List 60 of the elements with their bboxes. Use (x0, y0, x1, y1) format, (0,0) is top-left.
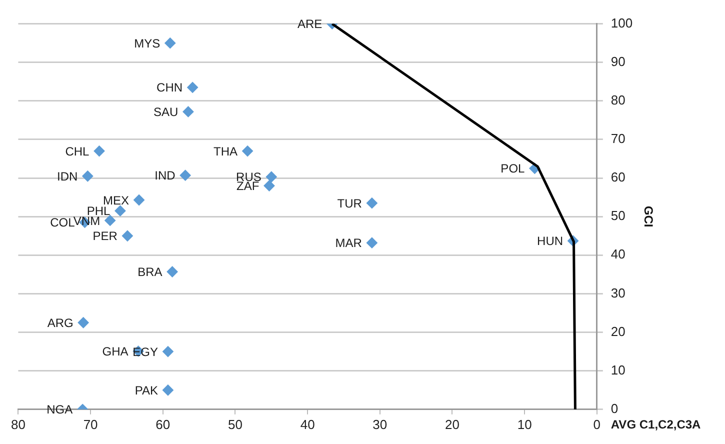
x-tick-label: 40 (300, 416, 315, 432)
annotation: IDN (57, 169, 78, 184)
point (104, 214, 116, 226)
annotation: IND (154, 168, 176, 183)
y-tick-label: 80 (610, 92, 626, 108)
annotation: MYS (134, 36, 160, 50)
annotation: ARG (47, 316, 74, 330)
point (114, 205, 126, 216)
annotation: CHN (156, 80, 183, 95)
x-tick-label: 60 (156, 416, 170, 432)
y-tick-label: 100 (610, 15, 633, 30)
y-axis-title: GCI (641, 206, 656, 228)
annotation: BRA (138, 265, 162, 280)
y-tick-label: 30 (610, 285, 626, 300)
x-tick-label: 50 (228, 416, 242, 432)
y-tick-label: 60 (610, 170, 626, 185)
x-tick-label: 0 (593, 416, 601, 432)
annotation: PER (92, 229, 118, 244)
annotation: ARE (297, 17, 322, 32)
point (182, 106, 194, 118)
annotation: GHA (102, 344, 128, 358)
point (164, 38, 176, 49)
point (122, 230, 133, 242)
x-tick-label: 70 (83, 416, 98, 432)
point (82, 170, 94, 182)
point (94, 146, 105, 157)
y-tick-label: 50 (610, 208, 626, 224)
y-tick-label: 20 (610, 324, 626, 339)
y-tick-label: 40 (610, 246, 626, 262)
y-tick-label: 0 (610, 400, 618, 416)
x-tick-label: 80 (10, 416, 26, 432)
annotation: MAR (335, 236, 362, 250)
y-tick-label: 70 (610, 131, 626, 146)
annotation: HUN (537, 234, 564, 248)
annotation: NGA (46, 402, 73, 417)
point (366, 198, 378, 209)
annotation: POL (500, 162, 526, 176)
point (162, 346, 174, 358)
point (134, 194, 145, 206)
annotation: THA (214, 144, 238, 158)
point (166, 266, 178, 278)
point (162, 384, 174, 396)
point (266, 171, 277, 182)
x-tick-label: 30 (372, 416, 388, 432)
x-axis-title: AVG C1,C2,C3A (610, 418, 702, 432)
y-tick-label: 90 (610, 54, 626, 69)
point (264, 180, 275, 192)
point (242, 146, 254, 157)
annotation: CHL (65, 144, 90, 158)
x-tick-label: 10 (517, 416, 532, 432)
annotation: TUR (337, 196, 362, 210)
annotation: MEX (103, 193, 130, 208)
point (78, 317, 89, 328)
point (180, 170, 191, 181)
annotation: PAK (134, 383, 158, 398)
x-tick-label: 20 (445, 416, 460, 432)
annotation: SAU (154, 105, 178, 120)
point (187, 82, 198, 93)
point (366, 237, 378, 248)
y-tick-label: 10 (610, 362, 626, 378)
